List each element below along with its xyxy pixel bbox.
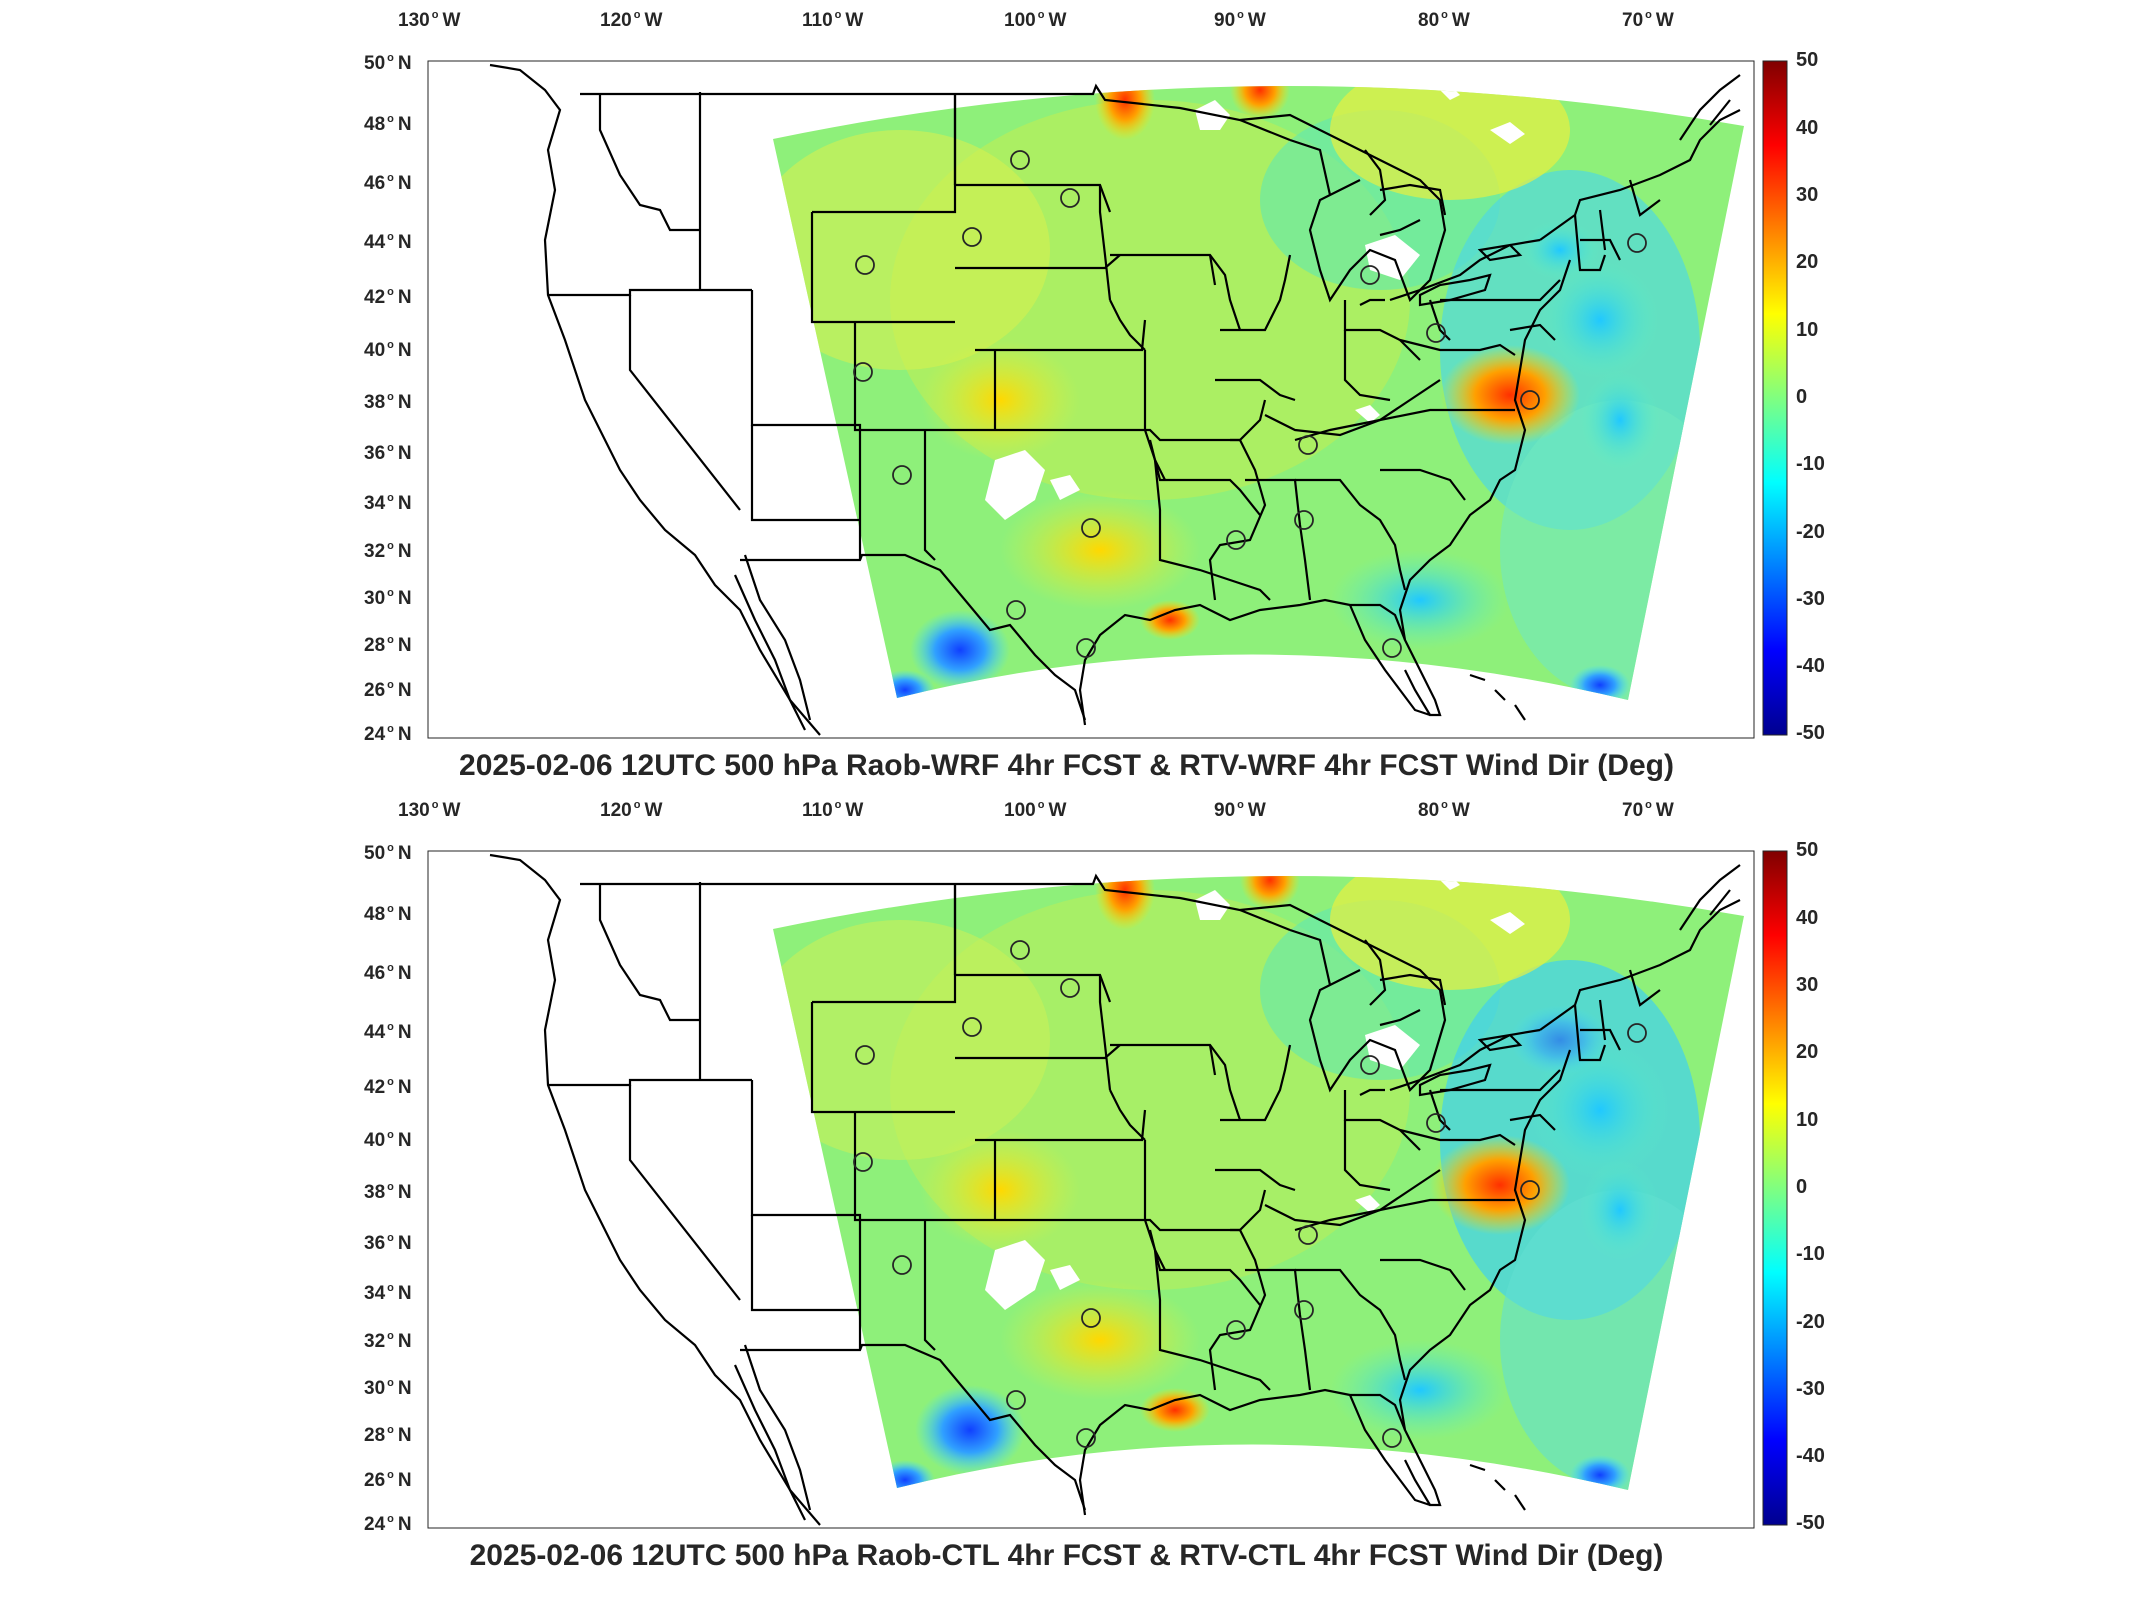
lon-label: 120 o W xyxy=(600,9,663,31)
lat-label: 34 o N xyxy=(364,1282,412,1304)
lat-label: 40 o N xyxy=(364,1129,412,1151)
wind-dir-difference-field xyxy=(773,876,1744,1491)
colorbar-tick: -50 xyxy=(1796,1512,1825,1534)
lat-label: 30 o N xyxy=(364,1377,412,1399)
lon-label: 110 o W xyxy=(802,799,864,821)
lon-label: 80 o W xyxy=(1418,9,1470,31)
map-panel-top: 130 o W 120 o W 110 o W 100 o W 90 o W 80 o W 70 o W 5… xyxy=(364,9,1825,782)
map-svg xyxy=(427,850,1788,1529)
colorbar-tick: 30 xyxy=(1796,974,1819,996)
lat-label: 24 o N xyxy=(364,1513,412,1535)
lat-label: 26 o N xyxy=(364,679,412,701)
lat-label: 34 o N xyxy=(364,492,412,514)
lat-label: 38 o N xyxy=(364,1181,412,1203)
lat-label: 50 o N xyxy=(364,52,412,74)
colorbar-tick: -40 xyxy=(1796,1445,1825,1467)
colorbar-tick: 40 xyxy=(1796,907,1819,929)
lat-label: 50 o N xyxy=(364,842,412,864)
colorbar-tick: 50 xyxy=(1796,49,1819,71)
lat-label: 44 o N xyxy=(364,1021,412,1043)
lat-label: 28 o N xyxy=(364,634,412,656)
lon-label: 90 o W xyxy=(1214,9,1266,31)
state-boundaries xyxy=(489,853,1741,1526)
lat-label: 48 o N xyxy=(364,113,412,135)
colorbar xyxy=(1762,60,1788,736)
lat-label: 46 o N xyxy=(364,962,412,984)
lat-label: 44 o N xyxy=(364,231,412,253)
lat-label: 30 o N xyxy=(364,587,412,609)
colorbar-tick: 10 xyxy=(1796,319,1819,341)
lat-label: 46 o N xyxy=(364,172,412,194)
lon-label: 70 o W xyxy=(1622,9,1674,31)
colorbar-tick: -30 xyxy=(1796,1378,1825,1400)
colorbar-tick: -10 xyxy=(1796,453,1825,475)
colorbar xyxy=(1762,850,1788,1526)
lon-label: 120 o W xyxy=(600,799,663,821)
raob-stations xyxy=(853,940,1647,1448)
lon-label: 110 o W xyxy=(802,9,864,31)
colorbar-tick: 0 xyxy=(1796,386,1808,408)
lon-label: 130 o W xyxy=(398,799,461,821)
colorbar-tick: -20 xyxy=(1796,521,1825,543)
lon-label: 130 o W xyxy=(398,9,461,31)
colorbar-tick: -10 xyxy=(1796,1243,1825,1265)
colorbar-tick: -30 xyxy=(1796,588,1825,610)
lat-label: 32 o N xyxy=(364,1330,412,1352)
lon-label: 100 o W xyxy=(1004,799,1067,821)
map-panel-bottom: 130 o W 120 o W 110 o W 100 o W 90 o W 80 o W 70 o W 5… xyxy=(0,790,2133,1590)
lon-label: 90 o W xyxy=(1214,799,1266,821)
lat-label: 42 o N xyxy=(364,1076,412,1098)
lat-label: 32 o N xyxy=(364,540,412,562)
lat-label: 42 o N xyxy=(364,286,412,308)
lat-label: 38 o N xyxy=(364,391,412,413)
colorbar-tick: 20 xyxy=(1796,251,1819,273)
colorbar-tick: 10 xyxy=(1796,1109,1819,1131)
state-boundaries xyxy=(489,63,1741,736)
map-svg xyxy=(427,60,1788,739)
lat-label: 36 o N xyxy=(364,1232,412,1254)
raob-stations xyxy=(853,150,1647,658)
colorbar-tick: -50 xyxy=(1796,722,1825,744)
lat-label: 36 o N xyxy=(364,442,412,464)
lon-label: 100 o W xyxy=(1004,9,1067,31)
lat-label: 28 o N xyxy=(364,1424,412,1446)
lat-label: 48 o N xyxy=(364,903,412,925)
colorbar-tick: -20 xyxy=(1796,1311,1825,1333)
lat-label: 24 o N xyxy=(364,723,412,745)
colorbar-tick: 50 xyxy=(1796,839,1819,861)
colorbar-tick: 30 xyxy=(1796,184,1819,206)
lon-label: 80 o W xyxy=(1418,799,1470,821)
colorbar-tick: 0 xyxy=(1796,1176,1808,1198)
lat-label: 26 o N xyxy=(364,1469,412,1491)
colorbar-tick: -40 xyxy=(1796,655,1825,677)
colorbar-tick: 40 xyxy=(1796,117,1819,139)
panel-title: 2025-02-06 12UTC 500 hPa Raob-WRF 4hr FC… xyxy=(459,749,1674,782)
panel-title: 2025-02-06 12UTC 500 hPa Raob-CTL 4hr FC… xyxy=(469,1539,1664,1572)
colorbar-tick: 20 xyxy=(1796,1041,1819,1063)
lon-label: 70 o W xyxy=(1622,799,1674,821)
lat-label: 40 o N xyxy=(364,339,412,361)
